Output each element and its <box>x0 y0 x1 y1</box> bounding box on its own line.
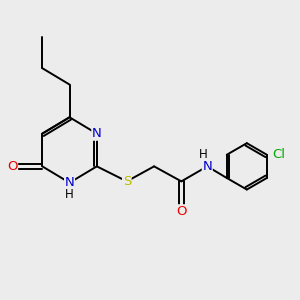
Text: N: N <box>202 160 212 173</box>
Text: O: O <box>7 160 17 173</box>
Text: N: N <box>92 127 102 140</box>
Text: N: N <box>65 176 74 189</box>
Text: H: H <box>199 148 208 161</box>
Text: H: H <box>65 188 74 202</box>
Text: S: S <box>123 175 131 188</box>
Text: Cl: Cl <box>273 148 286 161</box>
Text: O: O <box>176 205 187 218</box>
